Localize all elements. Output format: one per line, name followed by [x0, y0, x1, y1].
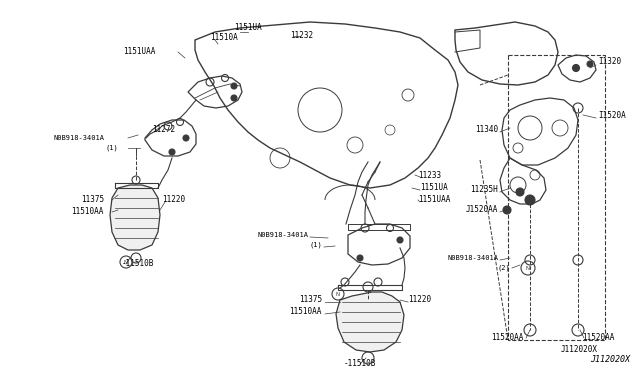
Text: 11340: 11340 [475, 125, 498, 135]
Text: N0B918-3401A: N0B918-3401A [447, 255, 498, 261]
Circle shape [573, 64, 579, 71]
Text: 11520AA: 11520AA [492, 334, 524, 343]
Text: 1151UA: 1151UA [234, 23, 262, 32]
Text: 11233: 11233 [418, 170, 441, 180]
Text: J1520AA: J1520AA [466, 205, 498, 215]
Polygon shape [110, 185, 160, 250]
Text: 11520AA: 11520AA [582, 334, 614, 343]
Text: 11272: 11272 [152, 125, 175, 135]
Text: 11510A: 11510A [210, 33, 237, 42]
Text: N: N [336, 292, 340, 296]
Text: N0B918-3401A: N0B918-3401A [53, 135, 104, 141]
Text: J112020X: J112020X [590, 355, 630, 364]
Text: 1151UAA: 1151UAA [124, 48, 156, 57]
Text: 11375: 11375 [81, 196, 104, 205]
Text: N0B918-3401A: N0B918-3401A [257, 232, 308, 238]
Text: (1): (1) [309, 242, 322, 248]
Text: I1520A: I1520A [598, 112, 626, 121]
Text: 11220: 11220 [408, 295, 431, 305]
Text: 1151UA: 1151UA [420, 183, 448, 192]
Text: 11375: 11375 [299, 295, 322, 305]
Circle shape [357, 255, 363, 261]
Circle shape [587, 61, 593, 67]
Text: (1): (1) [105, 145, 118, 151]
Text: 11220: 11220 [162, 196, 185, 205]
Circle shape [503, 206, 511, 214]
Text: N: N [124, 260, 128, 264]
Circle shape [231, 83, 237, 89]
Text: 11510AA: 11510AA [72, 208, 104, 217]
Circle shape [516, 188, 524, 196]
Polygon shape [336, 292, 404, 352]
Text: 11235H: 11235H [470, 186, 498, 195]
Text: 11510AA: 11510AA [290, 308, 322, 317]
Text: I1320: I1320 [598, 58, 621, 67]
Circle shape [169, 149, 175, 155]
Text: (2): (2) [497, 265, 510, 271]
Text: -11510B: -11510B [122, 260, 154, 269]
Circle shape [231, 95, 237, 101]
Circle shape [525, 195, 535, 205]
Circle shape [183, 135, 189, 141]
Text: J112020X: J112020X [561, 346, 598, 355]
Text: 11232: 11232 [290, 32, 313, 41]
Text: 1151UAA: 1151UAA [418, 196, 451, 205]
Text: -11510B: -11510B [344, 359, 376, 369]
Circle shape [397, 237, 403, 243]
Text: N: N [526, 266, 530, 270]
